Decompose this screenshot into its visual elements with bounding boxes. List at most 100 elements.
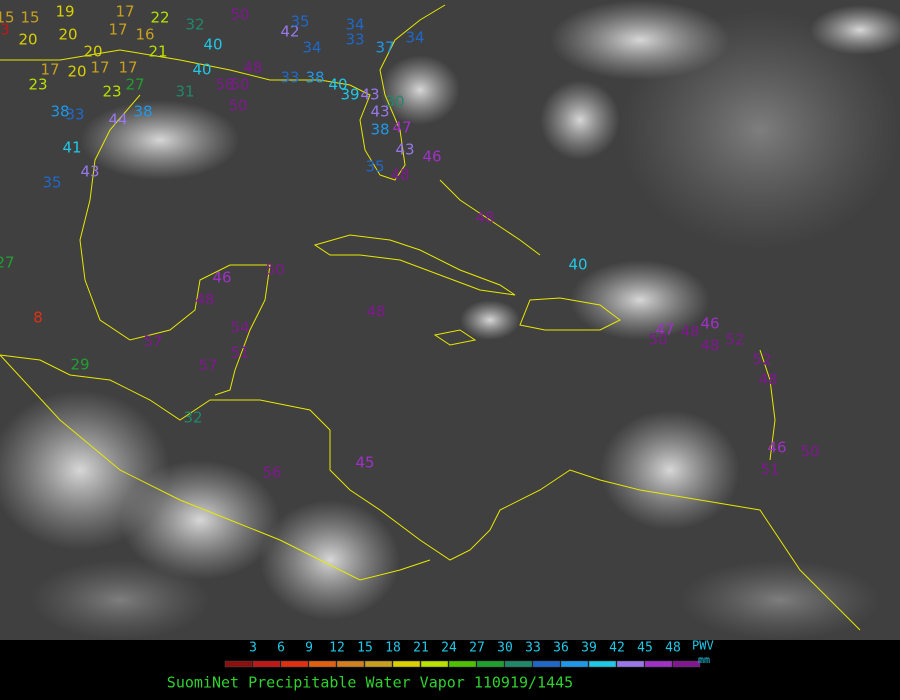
station-value: 56 bbox=[262, 464, 281, 482]
station-value: 31 bbox=[175, 83, 194, 101]
station-value: 48 bbox=[475, 209, 494, 227]
station-value: 40 bbox=[192, 61, 211, 79]
station-value: 22 bbox=[150, 9, 169, 27]
colorbar-box bbox=[504, 660, 533, 668]
station-value: 27 bbox=[0, 254, 15, 272]
colorbar-tick-label: 24 bbox=[441, 641, 457, 656]
station-value: 50 bbox=[230, 6, 249, 24]
station-value: 20 bbox=[67, 63, 86, 81]
station-value: 17 bbox=[115, 3, 134, 21]
station-value: 33 bbox=[65, 106, 84, 124]
colorbar-tick-label: 39 bbox=[581, 641, 597, 656]
station-value: 32 bbox=[185, 16, 204, 34]
station-value: 20 bbox=[83, 43, 102, 61]
colorbar-box bbox=[476, 660, 505, 668]
station-value: 39 bbox=[340, 86, 359, 104]
colorbar-tick-label: 33 bbox=[525, 641, 541, 656]
station-value: 20 bbox=[58, 26, 77, 44]
station-value: 37 bbox=[375, 39, 394, 57]
station-value: 16 bbox=[135, 26, 154, 44]
station-value: 34 bbox=[405, 29, 424, 47]
station-value: 47 bbox=[655, 321, 674, 339]
station-value: 46 bbox=[700, 315, 719, 333]
station-value: 51 bbox=[230, 344, 249, 362]
station-value: 23 bbox=[102, 83, 121, 101]
colorbar-tick-label: 27 bbox=[469, 641, 485, 656]
colorbar-box bbox=[280, 660, 309, 668]
colorbar-box bbox=[588, 660, 617, 668]
station-value: 46 bbox=[212, 269, 231, 287]
colorbar-box bbox=[308, 660, 337, 668]
station-value: 43 bbox=[360, 86, 379, 104]
colorbar-tick-label: 36 bbox=[553, 641, 569, 656]
colorbar-box bbox=[392, 660, 421, 668]
station-value: 19 bbox=[55, 3, 74, 21]
station-value: 27 bbox=[125, 76, 144, 94]
station-value: 48 bbox=[680, 323, 699, 341]
station-value: 29 bbox=[70, 356, 89, 374]
station-value: 23 bbox=[28, 76, 47, 94]
station-value: 45 bbox=[355, 454, 374, 472]
station-value: 48 bbox=[243, 59, 262, 77]
colorbar-box bbox=[532, 660, 561, 668]
colorbar-box bbox=[448, 660, 477, 668]
station-value: 35 bbox=[290, 13, 309, 31]
station-value: 48 bbox=[700, 337, 719, 355]
colorbar-box bbox=[364, 660, 393, 668]
colorbar-tick-label: 45 bbox=[637, 641, 653, 656]
station-value: 50 bbox=[648, 331, 667, 349]
station-value: 21 bbox=[148, 43, 167, 61]
station-value: 43 bbox=[80, 163, 99, 181]
station-value: 34 bbox=[302, 39, 321, 57]
station-value: 20 bbox=[18, 31, 37, 49]
station-value: 30 bbox=[385, 93, 404, 111]
station-value: 33 bbox=[345, 31, 364, 49]
station-value: 8 bbox=[33, 309, 43, 327]
colorbar-tick-label: 12 bbox=[329, 641, 345, 656]
unit-bottom: mm bbox=[698, 655, 710, 666]
station-value: 48 bbox=[758, 371, 777, 389]
station-value: 38 bbox=[305, 69, 324, 87]
station-value: 35 bbox=[42, 174, 61, 192]
station-value: 17 bbox=[40, 61, 59, 79]
colorbar-box bbox=[336, 660, 365, 668]
station-value: 41 bbox=[62, 139, 81, 157]
colorbar-tick-label: 30 bbox=[497, 641, 513, 656]
colorbar-box bbox=[644, 660, 673, 668]
station-value: 46 bbox=[767, 439, 786, 457]
colorbar-tick-label: 15 bbox=[357, 641, 373, 656]
station-value: 17 bbox=[90, 59, 109, 77]
station-value: 43 bbox=[370, 103, 389, 121]
station-value: 3 bbox=[0, 21, 10, 39]
colorbar-tick-label: 42 bbox=[609, 641, 625, 656]
station-value: 52 bbox=[725, 331, 744, 349]
colorbar-box bbox=[672, 660, 701, 668]
station-value: 51 bbox=[760, 461, 779, 479]
colorbar-box bbox=[616, 660, 645, 668]
coastlines bbox=[0, 4, 861, 631]
station-value: 57 bbox=[198, 357, 217, 375]
station-value: 15 bbox=[20, 9, 39, 27]
colorbar-tick-label: 6 bbox=[277, 641, 285, 656]
station-value: 50 bbox=[228, 97, 247, 115]
station-value: 48 bbox=[366, 303, 385, 321]
station-value: 47 bbox=[392, 119, 411, 137]
station-value: 42 bbox=[280, 23, 299, 41]
station-value: 48 bbox=[195, 291, 214, 309]
clouds bbox=[0, 0, 900, 640]
station-value: 54 bbox=[230, 319, 249, 337]
station-value: 17 bbox=[108, 21, 127, 39]
station-value: 17 bbox=[118, 59, 137, 77]
colorbar-tick-label: 18 bbox=[385, 641, 401, 656]
station-value: 35 bbox=[365, 158, 384, 176]
station-value: 15 bbox=[0, 9, 15, 27]
station-value: 46 bbox=[422, 148, 441, 166]
station-value: 50 bbox=[800, 443, 819, 461]
colorbar-tick-label: 9 bbox=[305, 641, 313, 656]
station-value: 57 bbox=[143, 333, 162, 351]
station-value: 50 bbox=[230, 76, 249, 94]
station-value: 38 bbox=[370, 121, 389, 139]
station-value: 32 bbox=[183, 409, 202, 427]
